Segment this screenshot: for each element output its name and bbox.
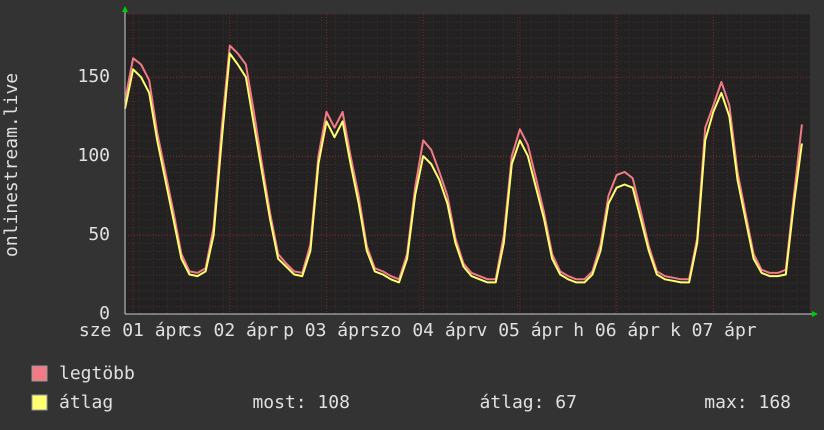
stat-text: most: 108 — [252, 392, 350, 413]
legend-label: átlag — [59, 392, 113, 413]
minor-grid — [125, 14, 810, 314]
x-tick-label: p 03 ápr — [283, 320, 370, 341]
legend-label: legtöbb — [59, 363, 135, 384]
y-tick-label: 100 — [77, 145, 110, 166]
series-line — [124, 52, 803, 284]
y-axis-label: onlinestream.live — [1, 73, 22, 257]
stat-text: átlag: 67 — [479, 392, 577, 413]
x-tick-label: cs 02 ápr — [181, 320, 279, 341]
axis-arrow — [812, 311, 818, 317]
x-tick-label: szo 04 ápr — [369, 320, 478, 341]
x-tick-label: k 07 ápr — [670, 320, 757, 341]
legend-swatch — [31, 394, 48, 411]
x-tick-label: v 05 ápr — [477, 320, 564, 341]
y-tick-label: 150 — [77, 66, 110, 87]
axis-arrow — [122, 6, 128, 12]
stat-text: max: 168 — [704, 392, 791, 413]
y-tick-label: 50 — [88, 224, 110, 245]
x-tick-label: h 06 ápr — [573, 320, 660, 341]
x-tick-label: sze 01 ápr — [79, 320, 188, 341]
y-tick-label: 0 — [99, 303, 110, 324]
legend-swatch — [31, 365, 48, 382]
